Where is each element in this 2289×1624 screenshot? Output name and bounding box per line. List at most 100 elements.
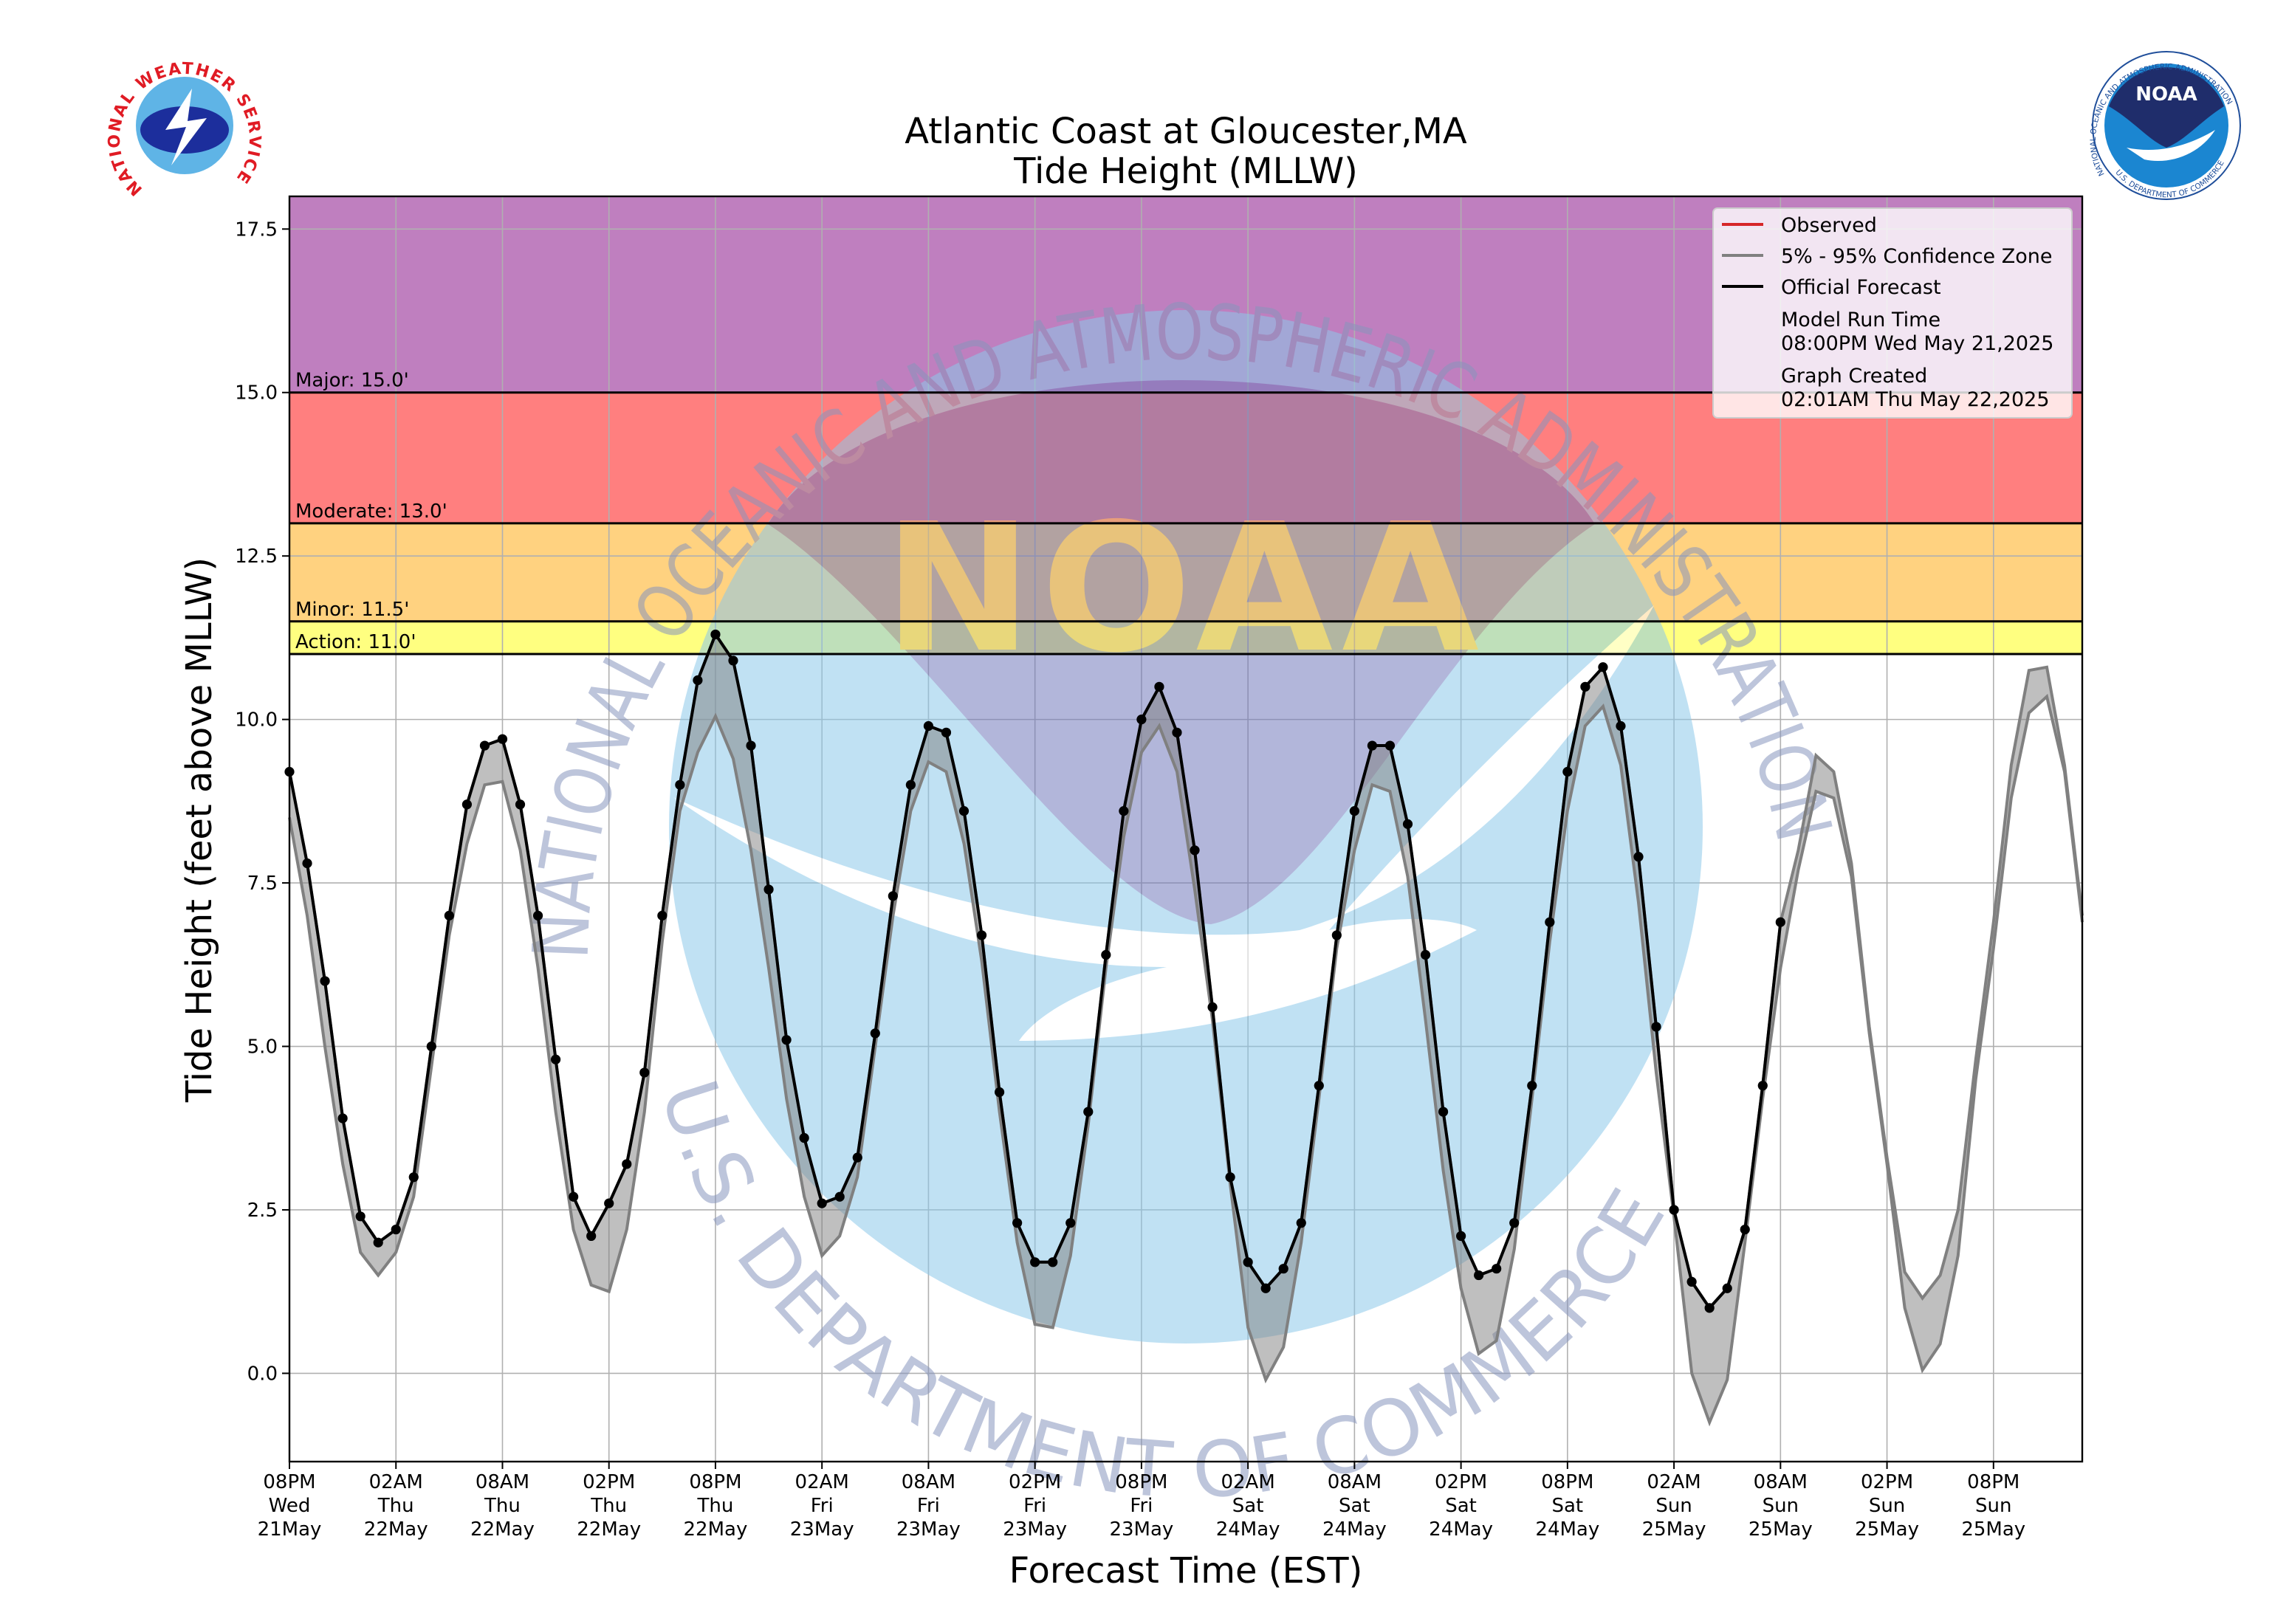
forecast-point (781, 1035, 792, 1045)
forecast-point (1509, 1218, 1520, 1228)
forecast-point (337, 1113, 348, 1124)
forecast-point (1562, 766, 1573, 777)
legend-label: 5% - 95% Confidence Zone (1781, 245, 2052, 268)
y-tick-label: 15.0 (235, 382, 278, 405)
forecast-point (1083, 1107, 1094, 1117)
forecast-point (1172, 727, 1182, 737)
forecast-point (497, 734, 508, 744)
forecast-point (1545, 917, 1555, 927)
forecast-point (1598, 662, 1608, 672)
forecast-point (710, 629, 721, 640)
x-tick-label: 02PM Fri 23May (1003, 1472, 1068, 1541)
y-tick-label: 7.5 (247, 873, 278, 895)
x-tick-label: 02AM Sun 25May (1641, 1472, 1706, 1541)
legend: Observed 5% - 95% Confidence Zone Official… (1712, 207, 2073, 419)
forecast-point (728, 656, 738, 666)
forecast-point (870, 1028, 880, 1039)
forecast-point (639, 1067, 650, 1078)
forecast-point (1225, 1172, 1235, 1183)
forecast-point (302, 858, 312, 869)
watermark-dome (768, 380, 1595, 924)
forecast-point (604, 1198, 614, 1208)
forecast-point (426, 1041, 436, 1052)
forecast-point (373, 1237, 383, 1248)
forecast-point (1527, 1081, 1537, 1091)
forecast-point (834, 1191, 845, 1202)
forecast-point (905, 780, 916, 790)
forecast-point (1580, 681, 1590, 692)
forecast-point (355, 1211, 366, 1222)
forecast-point (763, 884, 774, 895)
forecast-point (799, 1132, 809, 1143)
forecast-point (1331, 930, 1342, 940)
forecast-point (1704, 1303, 1715, 1313)
legend-note: Model Run Time (1781, 309, 1940, 331)
y-tick-label: 5.0 (247, 1036, 278, 1059)
forecast-point (1492, 1264, 1502, 1274)
forecast-point (888, 891, 898, 901)
forecast-point (657, 910, 668, 921)
y-tick-label: 2.5 (247, 1200, 278, 1222)
forecast-point (1314, 1081, 1324, 1091)
y-axis-label: Tide Height (feet above MLLW) (179, 557, 220, 1103)
forecast-point (1633, 852, 1644, 862)
y-tick-label: 10.0 (235, 709, 278, 732)
y-tick-label: 17.5 (235, 219, 278, 241)
watermark-bird (673, 605, 1654, 1041)
x-axis-label: Forecast Time (EST) (1009, 1550, 1363, 1592)
forecast-point (1384, 740, 1396, 751)
forecast-point (1651, 1022, 1661, 1032)
forecast-point (1740, 1224, 1750, 1235)
forecast-point (1775, 917, 1785, 927)
forecast-point (1136, 715, 1147, 725)
forecast-point (461, 799, 472, 810)
forecast-point (1207, 1002, 1218, 1012)
forecast-point (1349, 806, 1359, 816)
forecast-point (1757, 1081, 1768, 1091)
x-tick-label: 02PM Sun 25May (1855, 1472, 1919, 1541)
legend-label: Observed (1781, 214, 1877, 237)
forecast-point (941, 727, 952, 737)
forecast-point (976, 930, 987, 940)
forecast-point (817, 1198, 827, 1208)
data-layer (284, 391, 2084, 1427)
threshold-label: Action: 11.0' (295, 631, 416, 653)
forecast-point (1278, 1264, 1288, 1274)
x-tick-label: 08PM Wed 21May (257, 1472, 322, 1541)
forecast-point (622, 1159, 632, 1169)
forecast-point (569, 1191, 579, 1202)
x-tick-label: 08AM Sun 25May (1748, 1472, 1813, 1541)
noaa-logo-dome (2109, 67, 2224, 148)
x-tick-label: 08AM Thu 22May (470, 1472, 535, 1541)
forecast-point (408, 1172, 419, 1183)
forecast-point (444, 910, 454, 921)
chart-title: Atlantic Coast at Gloucester,MA (905, 111, 1467, 152)
legend-box (1712, 207, 2073, 419)
forecast-point (1030, 1257, 1040, 1267)
threshold-label: Major: 15.0' (295, 370, 409, 392)
noaa-logo-bird (2127, 130, 2215, 162)
forecast-point (1119, 806, 1129, 816)
forecast-point (1438, 1107, 1449, 1117)
axes: 0.0 2.5 5.0 7.5 10.0 12.5 15.0 17.5 Action: 11.0… (235, 195, 2084, 1469)
forecast-point (1367, 740, 1378, 751)
forecast-point (1420, 949, 1431, 960)
x-tick-label: 08PM Sat 24May (1535, 1472, 1600, 1541)
legend-note: 02:01AM Thu May 22,2025 (1781, 388, 2050, 411)
x-tick-label: 08PM Thu 22May (683, 1472, 748, 1541)
forecast-point (1616, 720, 1626, 732)
x-tick-label: 08PM Fri 23May (1109, 1472, 1174, 1541)
forecast-point (958, 806, 970, 816)
forecast-point (1402, 819, 1413, 829)
forecast-point (1296, 1218, 1306, 1228)
chart-subtitle: Tide Height (MLLW) (1013, 151, 1358, 192)
forecast-point (1722, 1283, 1732, 1293)
forecast-point (994, 1087, 1005, 1098)
noaa-logo-text: NOAA (2135, 83, 2197, 106)
forecast-point (1243, 1257, 1253, 1267)
forecast-point (852, 1152, 862, 1163)
forecast-point (550, 1054, 561, 1064)
